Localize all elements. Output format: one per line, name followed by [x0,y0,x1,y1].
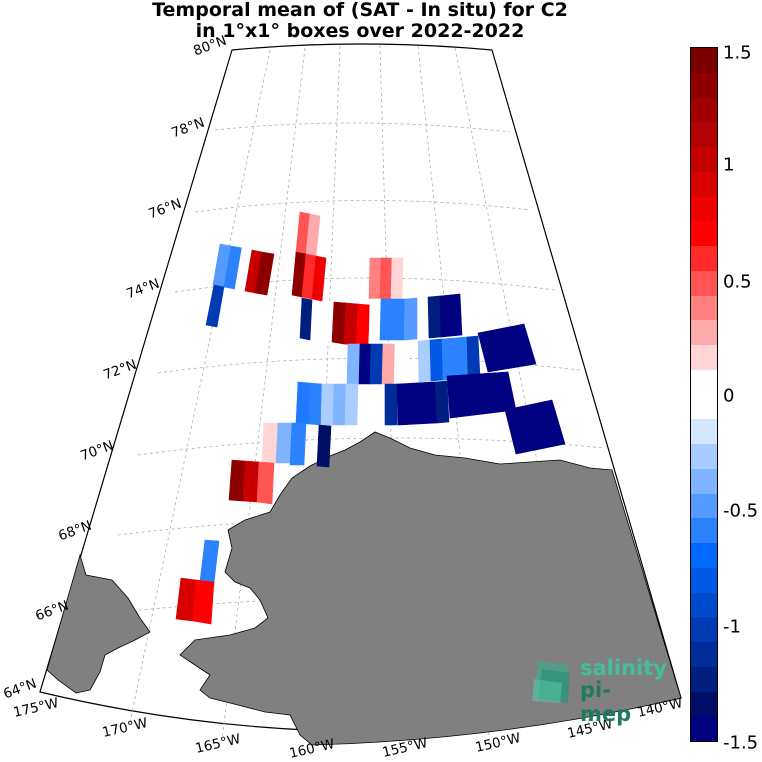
chart-title-line1: Temporal mean of (SAT - In situ) for C2 [152,0,568,21]
colorbar-tick-neg1.5: -1.5 [723,732,759,754]
data-box [379,298,394,341]
colorbar-step [691,617,717,642]
colorbar-tick-neg0.5: -0.5 [723,500,759,522]
data-box [427,295,442,339]
data-box [205,284,225,328]
pimep-logo-salinity: salinity [580,656,667,680]
data-box [379,257,393,300]
data-box [368,257,382,300]
data-box [275,422,293,464]
data-box [311,255,327,302]
colorbar-step [691,468,717,494]
pimep-logo-icon [532,661,570,703]
colorbar-step [691,72,717,98]
data-box [417,339,432,383]
data-box [477,323,537,373]
data-box [358,343,372,385]
colorbar-step [691,642,717,667]
data-box [403,297,418,341]
colorbar-step [691,97,717,123]
data-box [396,381,438,426]
data-box [344,383,359,426]
colorbar-step [691,345,717,370]
colorbar-tick-1.5: 1.5 [723,42,752,64]
data-box [441,337,457,381]
data-box [332,383,347,426]
colorbar-step [691,221,717,246]
colorbar-tick-0: 0 [723,385,735,407]
land-chukotka [46,553,151,694]
colorbar-step [691,48,717,73]
data-box [346,343,361,385]
data-box [381,343,396,385]
colorbar-step [691,171,717,197]
colorbar-step [691,518,717,543]
data-box [320,383,335,426]
data-box [434,380,450,424]
data-box [466,335,481,379]
data-box [390,257,404,300]
data-box [254,251,275,296]
pimep-logo-pimep: pi-mep [580,678,632,726]
colorbar-step [691,295,717,321]
colorbar-step [691,246,717,271]
data-box [429,338,444,382]
colorbar-step [691,716,717,741]
data-box [439,293,463,338]
data-box [331,301,347,345]
colorbar-tick-0.5: 0.5 [723,271,752,293]
data-box [316,424,332,468]
data-boxes [175,211,566,625]
colorbar-step [691,147,717,172]
colorbar-step [691,320,717,345]
data-box [369,343,384,385]
colorbar-step [691,196,717,222]
colorbar-step [691,369,717,395]
colorbar-step [691,419,717,444]
data-box [295,381,311,425]
colorbar-step [691,592,717,618]
colorbar-step [691,394,717,420]
data-box [192,579,215,625]
colorbar-step [691,543,717,568]
data-box [391,298,406,341]
data-box [261,422,279,464]
data-box [308,382,323,426]
colorbar-tick-neg1: -1 [723,616,741,638]
data-box [242,460,260,503]
data-box [368,298,382,341]
data-box [393,342,408,385]
data-box [355,303,371,347]
colorbar-step [691,270,717,296]
colorbar-step [691,691,717,717]
data-box [454,336,469,380]
data-box [343,302,359,346]
colorbar-tick-1: 1 [723,154,735,176]
data-box [256,461,275,505]
data-box [228,459,246,502]
data-box [384,383,398,426]
data-box [289,422,307,466]
chart-title-line2: in 1°x1° boxes over 2022-2022 [195,20,525,42]
colorbar-step [691,493,717,519]
colorbar-step [691,567,717,593]
colorbar-step [691,122,717,147]
colorbar-step [691,666,717,692]
data-box [504,399,566,455]
colorbar [690,47,718,742]
data-box [299,297,313,341]
colorbar-step [691,444,717,469]
